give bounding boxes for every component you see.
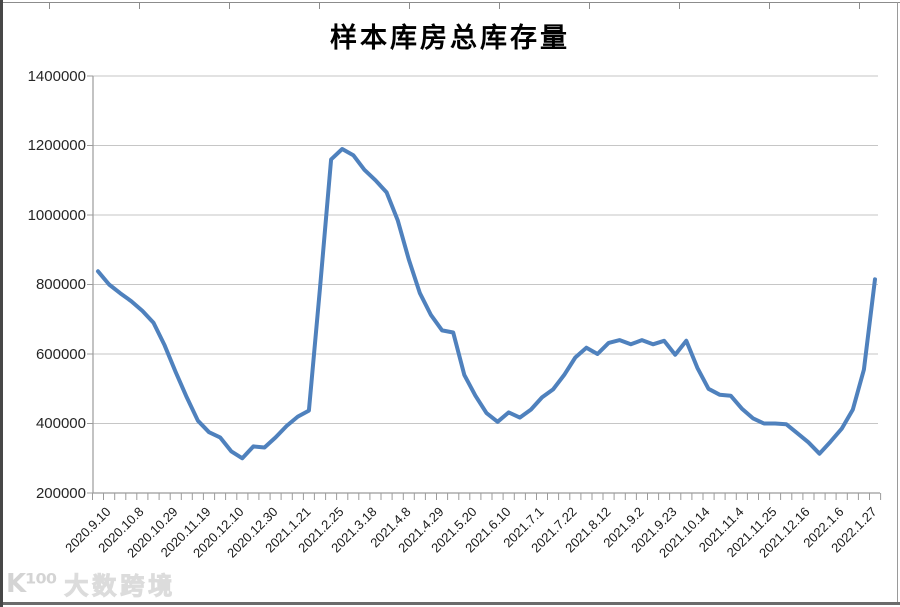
frame-top-border bbox=[0, 2, 900, 3]
y-axis-tick-label: 1000000 bbox=[27, 207, 86, 224]
y-axis-tick-label: 200000 bbox=[35, 485, 86, 502]
frame-top-tick bbox=[49, 3, 50, 9]
watermark-text: 大数跨境 bbox=[64, 572, 177, 601]
frame-right-border bbox=[897, 2, 898, 603]
y-axis-tick-label: 400000 bbox=[35, 415, 86, 432]
frame-top-tick bbox=[859, 3, 860, 9]
chart-title: 样本库房总库存量 bbox=[330, 23, 570, 54]
frame-top-tick bbox=[229, 3, 230, 9]
y-axis-tick-label: 800000 bbox=[35, 276, 86, 293]
frame-top-tick bbox=[139, 3, 140, 9]
watermark-logo-icon: K¹⁰⁰ bbox=[6, 568, 57, 599]
frame-top-tick bbox=[589, 3, 590, 9]
inventory-line bbox=[96, 147, 877, 461]
frame-left-border bbox=[0, 0, 3, 607]
y-axis-tick-label: 1400000 bbox=[27, 68, 86, 85]
frame-top-tick bbox=[769, 3, 770, 9]
y-axis-tick-label: 1200000 bbox=[27, 137, 86, 154]
y-axis-tick-label: 600000 bbox=[35, 346, 86, 363]
watermark: K¹⁰⁰ 大数跨境 bbox=[6, 566, 176, 601]
frame-top-tick bbox=[319, 3, 320, 9]
frame-top-tick bbox=[409, 3, 410, 9]
frame-top-tick bbox=[499, 3, 500, 9]
frame-top-tick bbox=[679, 3, 680, 9]
frame-bottom-border bbox=[0, 602, 900, 605]
